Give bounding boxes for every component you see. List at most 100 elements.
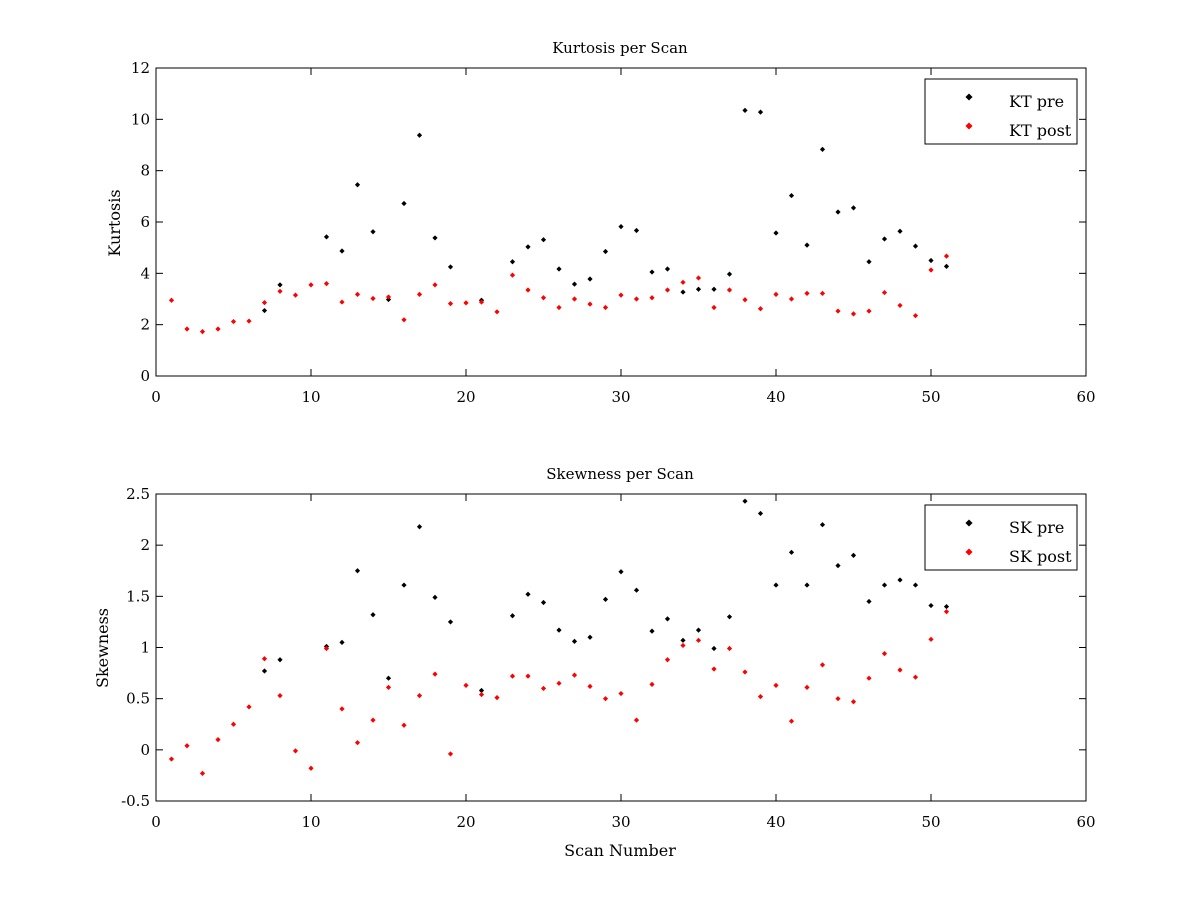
skewness-chart-title: Skewness per Scan xyxy=(546,465,694,483)
point-sk-post xyxy=(339,706,345,712)
skewness-y-tick-label: 2.5 xyxy=(126,485,150,503)
point-kt-post xyxy=(525,287,531,293)
point-sk-post xyxy=(277,692,283,699)
point-kt-pre xyxy=(819,146,826,152)
point-kt-post xyxy=(385,294,392,300)
skewness-y-tick-label: 2 xyxy=(140,536,150,554)
kurtosis-y-tick-label: 4 xyxy=(140,264,150,282)
point-kt-pre xyxy=(757,109,764,115)
point-kt-post xyxy=(788,296,795,302)
point-sk-post xyxy=(323,645,330,652)
point-kt-pre xyxy=(695,286,702,292)
point-kt-post xyxy=(199,328,206,335)
legend-label-sk-post: SK post xyxy=(1009,547,1072,566)
point-kt-post xyxy=(943,253,950,259)
point-sk-post xyxy=(370,717,376,723)
point-sk-post xyxy=(587,683,593,689)
point-kt-post xyxy=(277,288,283,294)
point-sk-pre xyxy=(261,668,268,674)
point-sk-post xyxy=(556,680,562,686)
point-kt-pre xyxy=(540,237,547,243)
point-kt-post xyxy=(664,287,671,293)
skewness-x-tick-label: 0 xyxy=(151,813,161,831)
point-kt-pre xyxy=(339,248,345,254)
skewness-x-tick-label: 20 xyxy=(456,813,475,831)
point-kt-pre xyxy=(804,242,810,248)
point-kt-post xyxy=(571,296,578,302)
point-sk-pre xyxy=(416,524,423,530)
point-kt-pre xyxy=(571,281,578,287)
kurtosis-x-tick-label: 30 xyxy=(611,388,630,406)
kurtosis-y-tick-label: 12 xyxy=(131,59,150,77)
skewness-plot-frame xyxy=(155,493,1087,802)
point-sk-pre xyxy=(680,637,686,643)
point-sk-post xyxy=(168,756,175,762)
skewness-y-tick-label: 0 xyxy=(140,741,150,759)
point-kt-pre xyxy=(680,289,686,295)
point-kt-post xyxy=(540,295,547,301)
point-kt-pre xyxy=(323,234,330,240)
skewness-legend-box xyxy=(924,504,1078,571)
kurtosis-x-tick-label: 50 xyxy=(921,388,940,406)
point-sk-post xyxy=(447,751,454,757)
point-sk-post xyxy=(261,656,268,662)
kurtosis-x-tick-label: 10 xyxy=(301,388,320,406)
point-sk-post xyxy=(928,636,934,642)
point-kt-pre xyxy=(432,235,438,241)
point-sk-post xyxy=(757,694,764,700)
point-sk-pre xyxy=(881,582,888,588)
point-kt-post xyxy=(649,295,655,301)
point-sk-pre xyxy=(928,602,934,609)
skewness-y-tick-label: 1.5 xyxy=(126,587,150,605)
point-sk-pre xyxy=(788,549,795,555)
point-kt-post xyxy=(711,304,717,311)
kurtosis-y-tick-label: 6 xyxy=(140,213,150,231)
skewness-data-points xyxy=(168,498,950,776)
point-sk-post xyxy=(881,651,888,657)
point-sk-post xyxy=(664,657,671,663)
point-sk-post xyxy=(680,642,686,649)
point-sk-post xyxy=(246,704,252,710)
kurtosis-legend: KT pre KT post xyxy=(924,78,1078,145)
kurtosis-y-tick-label: 0 xyxy=(140,367,150,385)
kurtosis-plot-frame xyxy=(155,67,1087,377)
point-kt-post xyxy=(602,304,609,311)
point-sk-pre xyxy=(819,522,826,528)
point-kt-post xyxy=(509,272,516,278)
point-sk-post xyxy=(416,692,423,699)
point-sk-pre xyxy=(509,613,516,619)
point-sk-pre xyxy=(912,582,919,588)
kurtosis-x-tick-label: 40 xyxy=(766,388,785,406)
point-sk-pre xyxy=(602,596,609,603)
skewness-y-tick-label: -0.5 xyxy=(121,792,150,810)
point-sk-post xyxy=(199,770,206,776)
point-kt-post xyxy=(168,297,175,303)
point-sk-post xyxy=(633,717,640,723)
point-kt-pre xyxy=(261,307,268,314)
point-kt-post xyxy=(618,292,624,298)
point-kt-pre xyxy=(742,107,748,113)
point-kt-post xyxy=(773,291,779,297)
point-kt-pre xyxy=(401,200,407,207)
point-kt-post xyxy=(447,301,454,307)
point-kt-post xyxy=(432,282,438,288)
point-kt-pre xyxy=(618,224,624,230)
point-kt-post xyxy=(339,299,345,305)
skewness-y-tick-label: 1 xyxy=(140,639,150,657)
point-kt-post xyxy=(463,300,469,306)
kurtosis-y-axis-label: Kurtosis xyxy=(105,189,124,256)
kurtosis-data-points xyxy=(168,107,950,335)
point-kt-post xyxy=(587,301,593,307)
point-kt-post xyxy=(680,279,686,285)
point-kt-pre xyxy=(788,192,795,199)
skewness-x-tick-label: 30 xyxy=(611,813,630,831)
point-kt-post xyxy=(401,317,407,323)
point-kt-post xyxy=(804,290,810,296)
point-kt-post xyxy=(261,299,268,306)
point-sk-post xyxy=(602,696,609,702)
skewness-y-tick-label: 0.5 xyxy=(126,690,150,708)
point-kt-post xyxy=(416,291,423,297)
skewness-ticks: 0 10 20 30 40 50 60-0.500.511.522.5 xyxy=(121,485,1095,831)
kurtosis-y-tick-label: 10 xyxy=(131,110,150,128)
